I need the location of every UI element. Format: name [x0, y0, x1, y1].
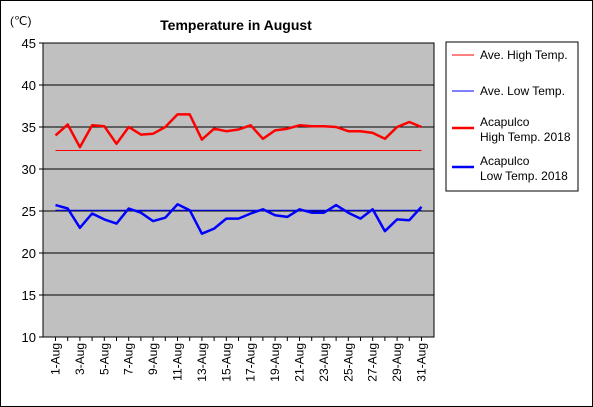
x-tick-label: 7-Aug [122, 343, 136, 375]
legend-label-line: Acapulco [480, 115, 530, 129]
x-axis-ticks: 1-Aug 3-Aug 5-Aug 7-Aug 9-Aug 11-Aug 13-Aug 15-… [49, 337, 429, 382]
legend-label-line: Acapulco [480, 154, 530, 168]
legend-label: Acapulco Low Temp. 2018 [480, 154, 568, 183]
x-tick-label: 15-Aug [219, 343, 233, 382]
legend-label-line: High Temp. 2018 [480, 130, 571, 144]
x-tick-label: 17-Aug [244, 343, 258, 382]
y-tick-label: 40 [22, 78, 36, 93]
legend-label: Acapulco High Temp. 2018 [480, 115, 571, 144]
y-tick-label: 15 [22, 288, 36, 303]
chart-title: Temperature in August [160, 17, 312, 33]
x-tick-label: 5-Aug [97, 343, 111, 375]
legend-label: Ave. Low Temp. [480, 84, 565, 98]
legend-label-line: Low Temp. 2018 [480, 169, 568, 183]
x-tick-label: 9-Aug [146, 343, 160, 375]
x-tick-label: 21-Aug [293, 343, 307, 382]
legend-label: Ave. High Temp. [480, 48, 568, 62]
x-tick-label: 27-Aug [366, 343, 380, 382]
x-tick-label: 19-Aug [268, 343, 282, 382]
plot-area [42, 42, 435, 338]
y-tick-label: 10 [22, 330, 36, 345]
gridlines [43, 84, 434, 296]
y-tick-label: 45 [22, 36, 36, 51]
series-line [54, 113, 422, 149]
x-tick-label: 11-Aug [171, 343, 185, 381]
x-tick-label: 23-Aug [317, 343, 331, 382]
y-axis-ticks: 10 15 20 25 30 35 40 45 [22, 36, 43, 345]
legend-label-line: Ave. High Temp. [480, 48, 568, 62]
legend-entries: Ave. High Temp.Ave. Low Temp.Acapulco Hig… [452, 48, 571, 183]
y-tick-label: 20 [22, 246, 36, 261]
legend-label-line: Ave. Low Temp. [480, 84, 565, 98]
series-lines [54, 113, 423, 235]
y-tick-label: 30 [22, 162, 36, 177]
x-tick-label: 13-Aug [195, 343, 209, 382]
x-tick-label: 3-Aug [73, 343, 87, 375]
y-axis-unit: (℃) [10, 14, 31, 28]
y-tick-label: 35 [22, 120, 36, 135]
y-tick-label: 25 [22, 204, 36, 219]
x-tick-label: 31-Aug [415, 343, 429, 382]
x-tick-label: 25-Aug [341, 343, 355, 382]
x-tick-label: 1-Aug [49, 343, 63, 375]
series-line [55, 203, 423, 235]
x-tick-label: 29-Aug [390, 343, 404, 382]
